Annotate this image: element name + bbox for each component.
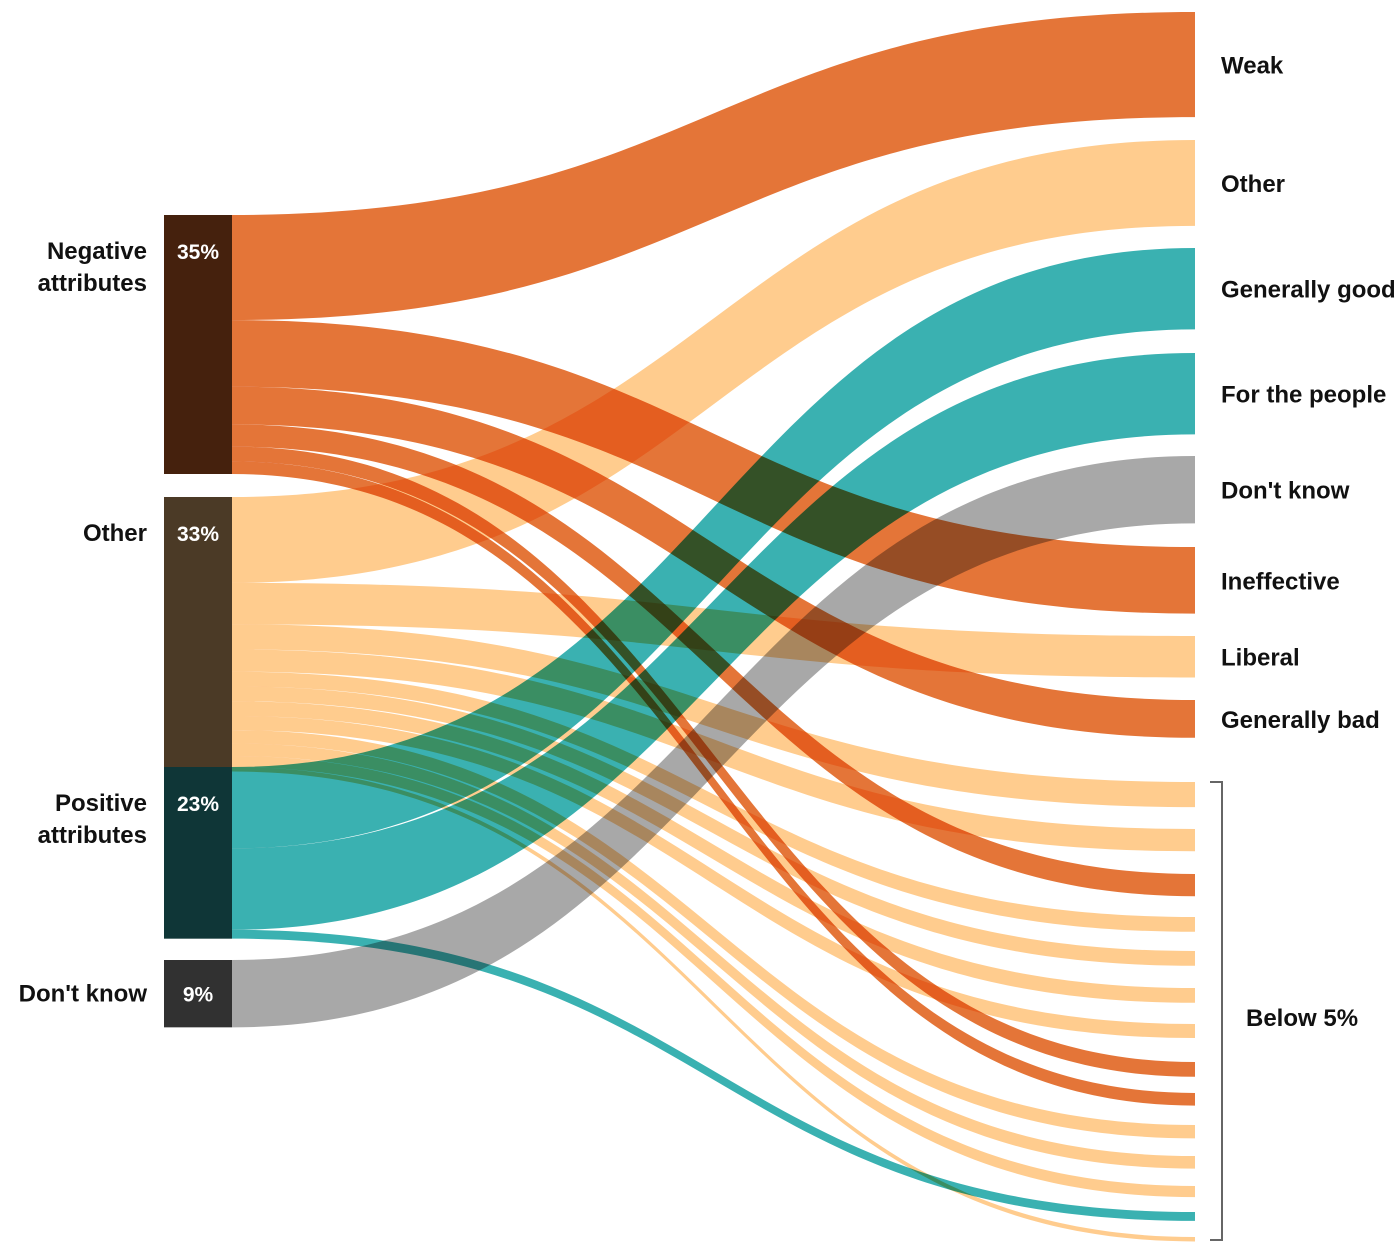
target-label-good: Generally good xyxy=(1221,277,1396,304)
below-5-bracket xyxy=(1210,781,1223,1241)
source-value-pos: 23% xyxy=(177,793,219,816)
flow-oth-to-s5 xyxy=(232,686,1195,966)
source-label-neg-line-1: Negative xyxy=(47,238,147,265)
flow-pos-to-good xyxy=(232,248,1195,849)
target-label-ineff: Ineffective xyxy=(1221,568,1340,595)
flow-oth-to-s6 xyxy=(232,701,1195,1003)
flow-oth-to-s7 xyxy=(232,716,1195,1039)
target-label-liberal: Liberal xyxy=(1221,645,1300,672)
source-bar-oth xyxy=(164,497,232,777)
target-label-bad: Generally bad xyxy=(1221,707,1380,734)
flow-neg-to-s9 xyxy=(232,461,1195,1106)
source-value-dk: 9% xyxy=(183,984,214,1007)
flow-oth-to-s11 xyxy=(232,743,1195,1169)
flow-dk-to-dkt xyxy=(232,456,1195,1028)
flow-pos-to-people xyxy=(232,353,1195,930)
flow-oth-to-s10 xyxy=(232,730,1195,1139)
flow-pos-to-s13 xyxy=(232,929,1195,1221)
source-bar-dk xyxy=(164,960,232,1028)
flow-oth-to-other xyxy=(232,140,1195,583)
below-5-label: Below 5% xyxy=(1246,1005,1358,1032)
labels-layer: 35% Negative attributes 33% Other 23% Positive… xyxy=(19,53,1396,1241)
target-label-dkt: Don't know xyxy=(1221,478,1350,505)
source-label-pos-line-2: attributes xyxy=(38,822,147,849)
source-bars-layer xyxy=(164,215,232,1028)
source-label-pos-line-1: Positive xyxy=(55,790,147,817)
target-label-other: Other xyxy=(1221,171,1285,198)
source-bar-neg xyxy=(164,215,232,474)
flows-layer xyxy=(232,12,1195,1242)
source-label-dk-line-1: Don't know xyxy=(19,981,148,1008)
flow-oth-to-s4 xyxy=(232,671,1195,932)
source-value-neg: 35% xyxy=(177,241,219,264)
source-value-oth: 33% xyxy=(177,523,219,546)
target-label-people: For the people xyxy=(1221,382,1386,409)
flow-oth-to-s12 xyxy=(232,756,1195,1198)
source-bar-pos xyxy=(164,767,232,939)
target-label-weak: Weak xyxy=(1221,53,1284,80)
source-label-oth-line-1: Other xyxy=(83,520,147,547)
flow-neg-to-weak xyxy=(232,12,1195,321)
flow-oth-to-s14 xyxy=(232,767,1195,1242)
source-label-neg-line-2: attributes xyxy=(38,270,147,297)
